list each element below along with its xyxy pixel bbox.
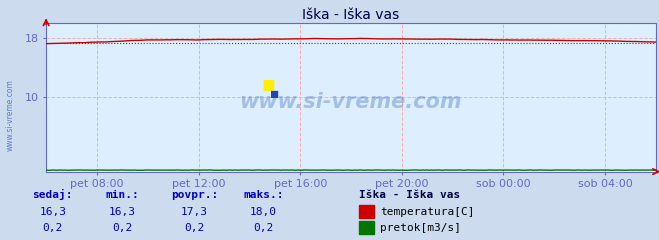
Text: povpr.:: povpr.: xyxy=(171,190,218,200)
Text: maks.:: maks.: xyxy=(243,190,284,200)
Title: Iška - Iška vas: Iška - Iška vas xyxy=(302,8,399,22)
Text: 16,3: 16,3 xyxy=(109,207,135,217)
Text: ◼: ◼ xyxy=(262,76,275,94)
Text: 0,2: 0,2 xyxy=(185,223,204,233)
Text: 0,2: 0,2 xyxy=(254,223,273,233)
Text: 17,3: 17,3 xyxy=(181,207,208,217)
Text: www.si-vreme.com: www.si-vreme.com xyxy=(240,92,462,112)
Text: Iška - Iška vas: Iška - Iška vas xyxy=(359,190,461,200)
Text: www.si-vreme.com: www.si-vreme.com xyxy=(5,79,14,151)
Text: ◼: ◼ xyxy=(270,89,279,99)
Text: min.:: min.: xyxy=(105,190,139,200)
Text: 16,3: 16,3 xyxy=(40,207,66,217)
Text: 18,0: 18,0 xyxy=(250,207,277,217)
Text: temperatura[C]: temperatura[C] xyxy=(380,207,474,217)
Text: sedaj:: sedaj: xyxy=(32,189,73,200)
Text: 0,2: 0,2 xyxy=(112,223,132,233)
Text: pretok[m3/s]: pretok[m3/s] xyxy=(380,223,461,233)
Text: 0,2: 0,2 xyxy=(43,223,63,233)
